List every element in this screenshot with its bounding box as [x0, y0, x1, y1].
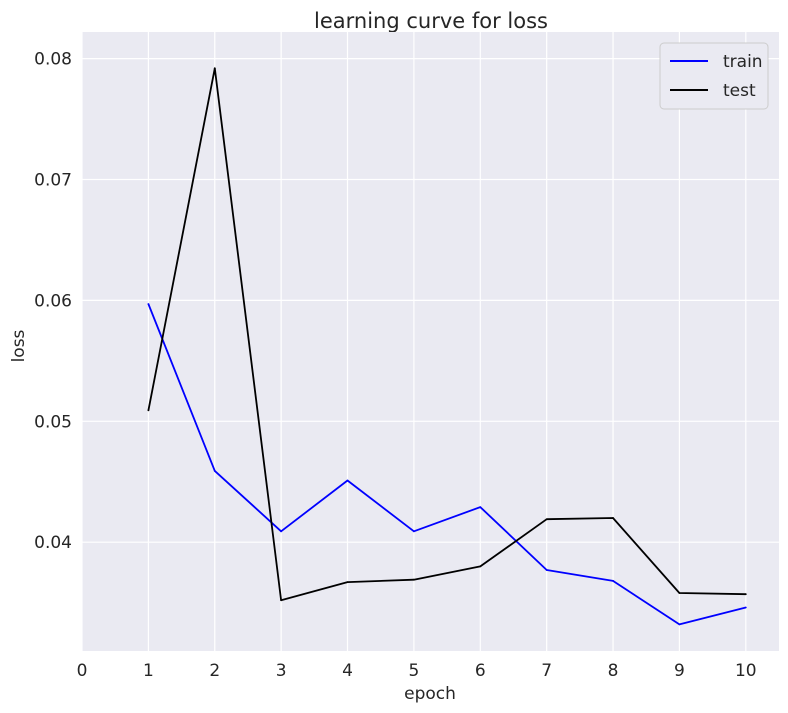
data-point-test [213, 67, 216, 70]
data-point-train [678, 623, 681, 626]
series-line-test [147, 67, 746, 602]
y-axis-label: loss [9, 329, 29, 362]
data-point-test [280, 599, 283, 602]
x-tick-label: 4 [342, 661, 353, 681]
data-point-train [545, 569, 548, 571]
plot-area [82, 32, 779, 651]
legend-box [659, 42, 769, 110]
y-tick-label: 0.08 [34, 50, 72, 70]
data-point-test [545, 518, 548, 521]
data-point-test [147, 409, 150, 412]
x-tick-label: 10 [735, 661, 757, 681]
series-line-train [147, 303, 747, 626]
x-tick-label: 6 [475, 661, 486, 681]
data-point-train [147, 303, 150, 305]
data-point-test [413, 578, 415, 581]
x-axis-label: epoch [404, 684, 456, 704]
y-tick-labels: 0.04 0.05 0.06 0.07 0.08 [34, 50, 72, 554]
data-point-test [612, 517, 614, 519]
legend-label-train: train [723, 52, 763, 72]
x-tick-labels: 0 1 2 3 4 5 6 7 8 9 10 [77, 661, 757, 681]
x-tick-label: 0 [77, 661, 88, 681]
y-tick-label: 0.07 [34, 170, 72, 190]
y-tick-label: 0.04 [34, 533, 72, 553]
x-tick-label: 2 [209, 661, 220, 681]
x-tick-label: 9 [674, 661, 685, 681]
legend-label-test: test [723, 81, 756, 101]
data-point-test [346, 581, 349, 583]
grid-lines [81, 32, 779, 651]
data-point-train [213, 469, 216, 472]
y-tick-label: 0.05 [34, 412, 72, 432]
x-tick-label: 1 [143, 661, 154, 681]
data-point-train [280, 530, 283, 533]
data-point-train [744, 606, 747, 609]
series-lines [147, 67, 747, 626]
data-point-test [678, 592, 681, 594]
data-point-train [479, 506, 482, 509]
y-tick-label: 0.06 [34, 291, 72, 311]
x-tick-label: 8 [608, 661, 619, 681]
x-tick-label: 5 [408, 661, 419, 681]
data-point-train [612, 579, 614, 582]
data-point-test [744, 593, 747, 596]
chart-title: learning curve for loss [314, 9, 548, 33]
x-tick-label: 3 [276, 661, 287, 681]
data-point-train [346, 479, 349, 482]
data-point-train [413, 530, 415, 533]
x-tick-label: 7 [541, 661, 552, 681]
legend: train test [659, 42, 769, 110]
data-point-test [479, 565, 482, 568]
